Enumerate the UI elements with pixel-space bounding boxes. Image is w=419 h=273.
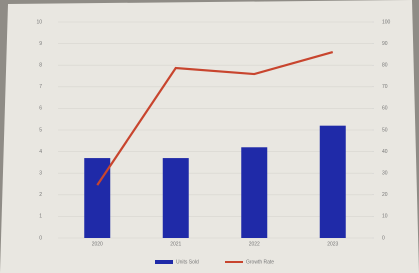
bar xyxy=(163,158,189,238)
y-tick-label: 1 xyxy=(39,214,42,220)
paper xyxy=(0,0,419,273)
y-tick-label: 8 xyxy=(39,63,42,69)
y2-tick-label: 0 xyxy=(382,235,385,241)
y2-tick-label: 60 xyxy=(382,106,388,112)
y2-tick-label: 40 xyxy=(382,149,388,155)
y2-tick-label: 10 xyxy=(382,214,388,220)
y-tick-label: 5 xyxy=(39,127,42,133)
y-tick-label: 7 xyxy=(39,84,42,90)
y-tick-label: 9 xyxy=(39,41,42,47)
bar xyxy=(320,126,346,238)
x-tick-label: 2022 xyxy=(249,241,260,247)
chart: 0123456789100102030405060708090100202020… xyxy=(0,0,419,273)
y2-tick-label: 30 xyxy=(382,171,388,177)
x-tick-label: 2021 xyxy=(170,241,181,247)
y2-tick-label: 20 xyxy=(382,192,388,198)
y2-tick-label: 50 xyxy=(382,127,388,133)
x-tick-label: 2023 xyxy=(327,241,338,247)
y-tick-label: 2 xyxy=(39,192,42,198)
y-tick-label: 10 xyxy=(36,19,42,25)
y-tick-label: 0 xyxy=(39,235,42,241)
legend-swatch xyxy=(155,260,173,264)
y2-tick-label: 80 xyxy=(382,63,388,69)
page: {"chart_data": {"type": "bar-line", "cat… xyxy=(0,0,419,273)
y2-tick-label: 90 xyxy=(382,41,388,47)
bar xyxy=(241,147,267,238)
y2-tick-label: 100 xyxy=(382,19,391,25)
legend-label: Units Sold xyxy=(176,259,199,265)
y-tick-label: 4 xyxy=(39,149,42,155)
y-tick-label: 6 xyxy=(39,106,42,112)
x-tick-label: 2020 xyxy=(92,241,103,247)
y-tick-label: 3 xyxy=(39,171,42,177)
y2-tick-label: 70 xyxy=(382,84,388,90)
legend-label: Growth Rate xyxy=(246,259,274,265)
